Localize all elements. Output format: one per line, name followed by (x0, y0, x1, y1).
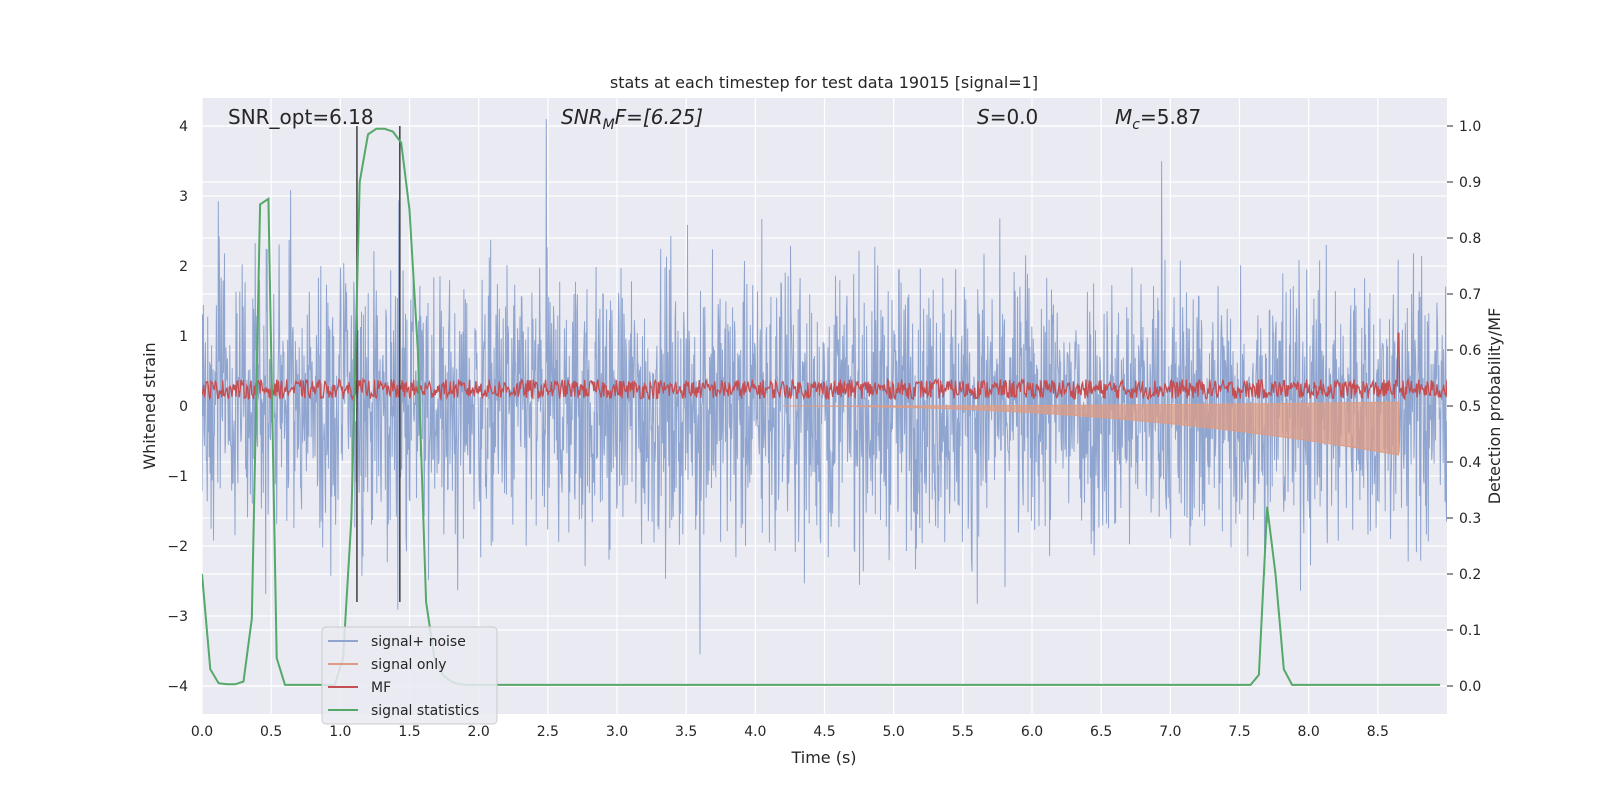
annotation-mc-base: M (1115, 105, 1132, 129)
y-right-tick-label: 0.5 (1459, 399, 1481, 415)
y-left-tick-label: 4 (179, 119, 188, 135)
y-right-tick-label: 0.0 (1459, 679, 1481, 695)
x-tick-label: 8.5 (1367, 724, 1389, 740)
annotation-snr-mf-sub: M (603, 117, 615, 133)
y-right-tick-label: 0.7 (1459, 287, 1481, 303)
x-tick-label: 2.0 (468, 724, 490, 740)
x-tick-label: 7.0 (1159, 724, 1181, 740)
annotation-mc-rest: =5.87 (1140, 105, 1201, 129)
y-left-tick-label: −2 (167, 539, 188, 555)
annotation-mc-sub: c (1132, 117, 1140, 133)
x-tick-label: 6.0 (1021, 724, 1043, 740)
legend-label-signal-noise: signal+ noise (371, 634, 466, 650)
chart-title: stats at each timestep for test data 190… (610, 73, 1038, 92)
x-axis-label: Time (s) (790, 748, 856, 767)
annotation-s-rest: =0.0 (990, 105, 1039, 129)
y-right-tick-label: 1.0 (1459, 119, 1481, 135)
x-tick-label: 5.0 (883, 724, 905, 740)
annotation-snr-opt: SNR_opt=6.18 (228, 105, 374, 129)
x-tick-label: 3.5 (675, 724, 697, 740)
y-right-axis-ticks: 0.0 0.1 0.2 0.3 0.4 0.5 0.6 0.7 0.8 0.9 1.0 (1447, 119, 1481, 695)
legend-box (321, 626, 498, 725)
series-mf-line (202, 332, 1447, 402)
y-left-axis-ticks: −4 −3 −2 −1 0 1 2 3 4 (167, 119, 188, 695)
x-tick-label: 7.5 (1228, 724, 1250, 740)
y-right-tick-label: 0.8 (1459, 231, 1481, 247)
x-tick-label: 2.5 (537, 724, 559, 740)
series-signal-noise-line (202, 118, 1447, 655)
x-tick-label: 4.5 (813, 724, 835, 740)
y-right-tick-label: 0.4 (1459, 455, 1481, 471)
legend: signal+ noise signal only MF signal stat… (321, 626, 498, 725)
annotation-mc: Mc=5.87 (1115, 105, 1201, 133)
y-right-tick-label: 0.1 (1459, 623, 1481, 639)
annotation-s: S=0.0 (977, 105, 1038, 129)
y-right-axis-label: Detection probability/MF (1485, 308, 1504, 505)
y-left-tick-label: 1 (179, 329, 188, 345)
y-right-tick-label: 0.2 (1459, 567, 1481, 583)
y-left-tick-label: 2 (179, 259, 188, 275)
y-right-tick-label: 0.6 (1459, 343, 1481, 359)
series-signal-only-line (783, 401, 1400, 456)
y-right-tick-label: 0.3 (1459, 511, 1481, 527)
annotation-s-var: S (977, 105, 990, 129)
y-left-tick-label: −1 (167, 469, 188, 485)
x-axis-ticks: 0.0 0.5 1.0 1.5 2.0 2.5 3.0 3.5 4.0 4.5 5.0 5.5 6.0 6… (191, 724, 1389, 740)
annotation-snr-mf-base: SNR (561, 105, 603, 129)
annotation-snr-mf-rest: F=[6.25] (615, 105, 703, 129)
legend-label-signal-statistics: signal statistics (371, 703, 479, 719)
y-left-tick-label: 3 (179, 189, 188, 205)
x-tick-label: 0.0 (191, 724, 213, 740)
legend-label-signal-only: signal only (371, 657, 446, 673)
x-tick-label: 1.5 (398, 724, 420, 740)
x-tick-label: 8.0 (1298, 724, 1320, 740)
y-left-axis-label: Whitened strain (140, 342, 159, 469)
y-left-tick-label: −4 (167, 679, 188, 695)
y-left-tick-label: 0 (179, 399, 188, 415)
x-tick-label: 3.0 (606, 724, 628, 740)
x-tick-label: 4.0 (744, 724, 766, 740)
series-signal-statistics-line (202, 127, 1441, 686)
x-tick-label: 6.5 (1090, 724, 1112, 740)
y-left-tick-label: −3 (167, 609, 188, 625)
x-tick-label: 0.5 (260, 724, 282, 740)
y-right-tick-label: 0.9 (1459, 175, 1481, 191)
x-tick-label: 5.5 (952, 724, 974, 740)
annotation-snr-mf: SNRMF=[6.25] (561, 105, 703, 133)
x-tick-label: 1.0 (329, 724, 351, 740)
legend-label-mf: MF (371, 680, 391, 696)
